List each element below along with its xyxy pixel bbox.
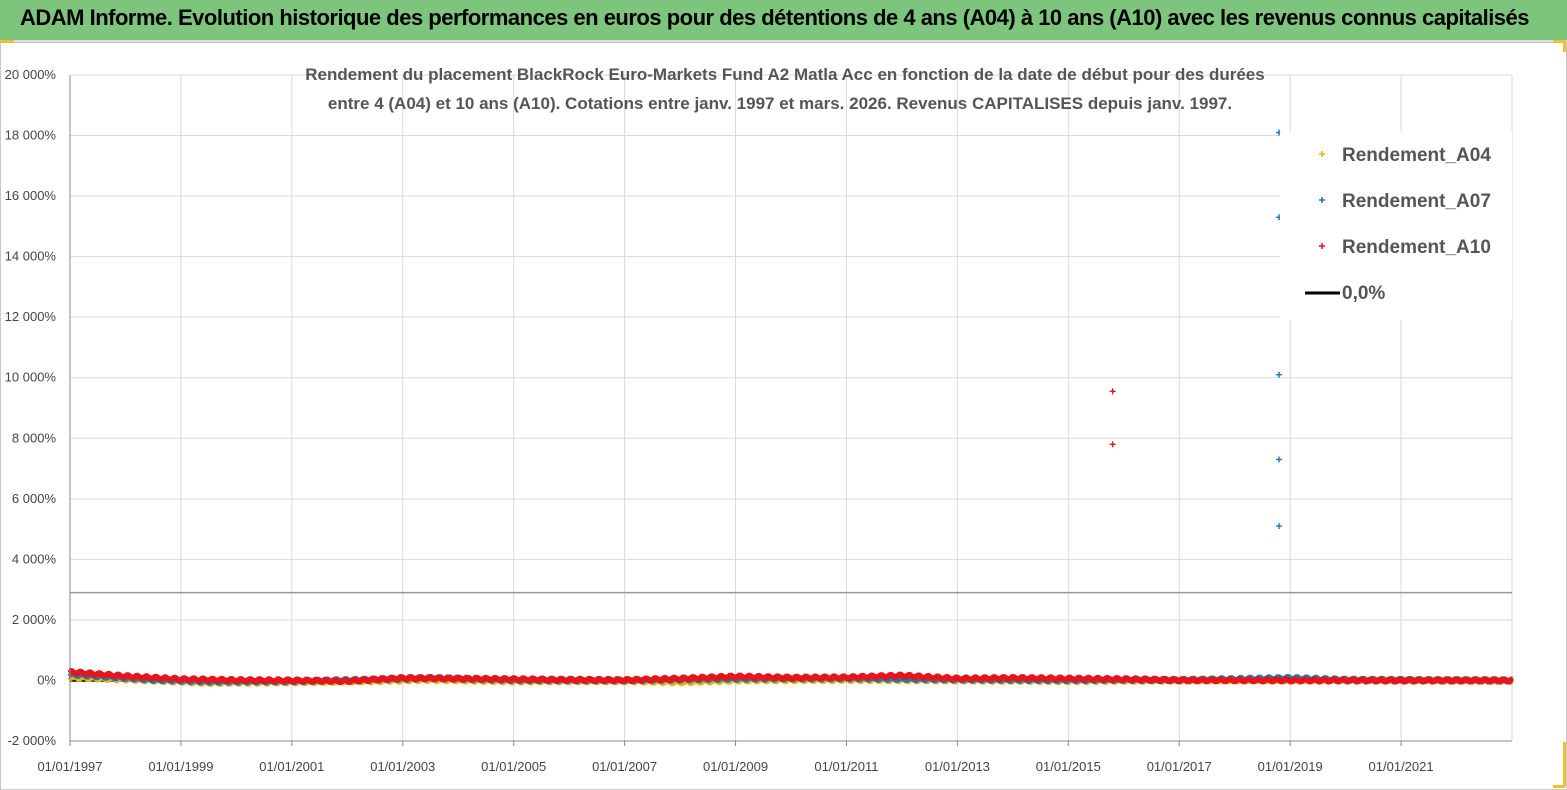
report-header: ADAM Informe. Evolution historique des p…: [0, 0, 1567, 42]
x-tick-label: 01/01/2019: [1258, 759, 1323, 774]
chart-legend: Rendement_A04 Rendement_A07 Rendement_A10 0…: [1280, 132, 1512, 320]
y-tick-label: 8 000%: [12, 430, 57, 445]
legend-swatch: [1319, 197, 1325, 203]
y-tick-label: 14 000%: [5, 249, 57, 264]
frame-corner-top-left: [0, 40, 14, 43]
legend-label: Rendement_A07: [1342, 191, 1491, 212]
frame-corner-bottom-right-v: [1563, 742, 1566, 786]
y-tick-label: 10 000%: [5, 370, 57, 385]
x-tick-label: 01/01/2021: [1369, 759, 1434, 774]
legend-label: 0,0%: [1342, 283, 1385, 304]
chart-title: Rendement du placement BlackRock Euro-Ma…: [305, 65, 1264, 113]
x-tick-label: 01/01/2005: [481, 759, 546, 774]
axes: -2 000% 0% 2 000% 4 000% 6 000% 8 000% 10 000%…: [5, 67, 1512, 774]
y-tick-label: 12 000%: [5, 309, 57, 324]
x-tick-label: 01/01/2003: [370, 759, 435, 774]
chart-title-line-2: entre 4 (A04) et 10 ans (A10). Cotations…: [328, 94, 1232, 113]
y-tick-label: 4 000%: [12, 551, 57, 566]
x-tick-label: 01/01/2009: [703, 759, 768, 774]
legend-swatch: [1319, 151, 1325, 157]
data-point-Rendement_A07: [1276, 371, 1283, 378]
report-title: ADAM Informe. Evolution historique des p…: [20, 5, 1530, 30]
frame-corner-bottom-right: [1553, 785, 1565, 788]
x-tick-label: 01/01/2015: [1036, 759, 1101, 774]
data-point-Rendement_A07: [1276, 523, 1283, 530]
frame-corner-top-right: [1553, 40, 1565, 43]
plot-area: [68, 129, 1514, 687]
legend-label: Rendement_A04: [1342, 145, 1491, 166]
x-tick-label: 01/01/1997: [37, 759, 102, 774]
y-tick-label: 0%: [37, 672, 56, 687]
y-tick-label: 16 000%: [5, 188, 57, 203]
y-tick-label: 2 000%: [12, 612, 57, 627]
data-point-Rendement_A10: [1109, 388, 1116, 395]
x-tick-label: 01/01/1999: [148, 759, 213, 774]
x-tick-label: 01/01/2001: [259, 759, 324, 774]
y-tick-label: -2 000%: [8, 733, 57, 748]
legend-label: Rendement_A10: [1342, 237, 1491, 258]
series-Rendement_A10: [68, 388, 1514, 685]
y-tick-label: 20 000%: [5, 67, 57, 82]
data-point-Rendement_A10: [1109, 441, 1116, 448]
chart-title-line-1: Rendement du placement BlackRock Euro-Ma…: [305, 65, 1264, 84]
legend-box: [1280, 132, 1512, 320]
x-tick-label: 01/01/2017: [1147, 759, 1212, 774]
data-point-Rendement_A07: [1276, 456, 1283, 463]
x-tick-label: 01/01/2013: [925, 759, 990, 774]
legend-swatch: [1319, 243, 1325, 249]
y-tick-label: 6 000%: [12, 491, 57, 506]
frame-corner-top-right-v: [1563, 40, 1566, 52]
y-tick-label: 18 000%: [5, 128, 57, 143]
x-tick-label: 01/01/2007: [592, 759, 657, 774]
x-tick-label: 01/01/2011: [814, 759, 878, 774]
